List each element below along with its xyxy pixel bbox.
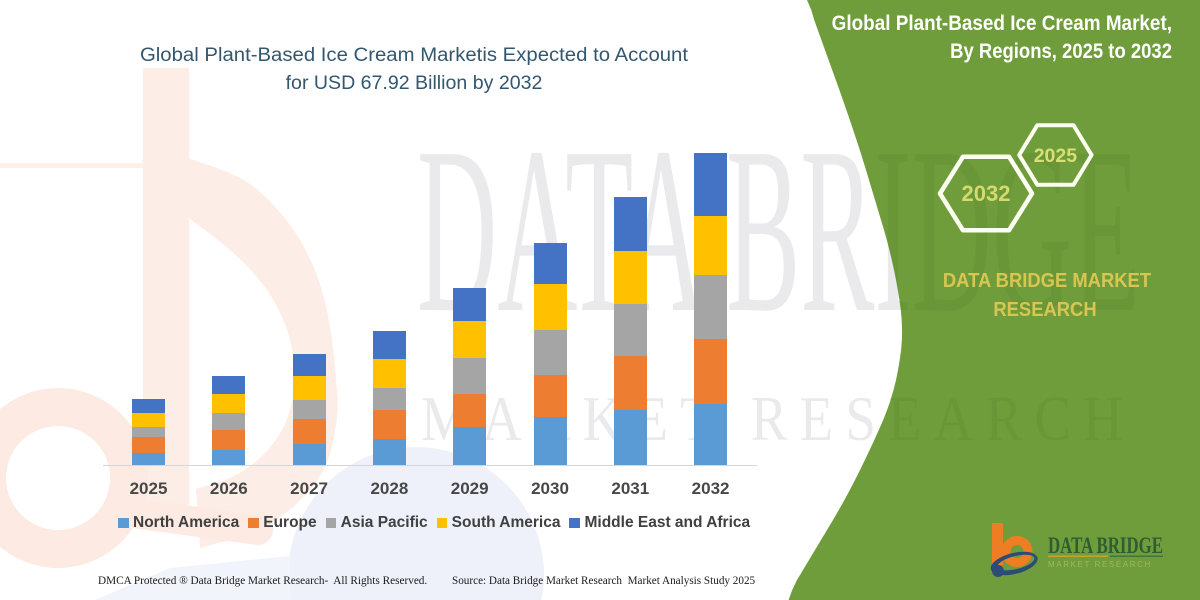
svg-text:MARKET RESEARCH: MARKET RESEARCH [421,384,1135,454]
svg-text:DATA BRIDGE: DATA BRIDGE [1048,533,1163,558]
svg-text:DATA BRIDGE: DATA BRIDGE [417,99,1140,362]
svg-text:2032: 2032 [962,181,1011,206]
svg-text:MARKET RESEARCH: MARKET RESEARCH [1048,560,1152,569]
svg-text:2025: 2025 [1034,145,1078,167]
